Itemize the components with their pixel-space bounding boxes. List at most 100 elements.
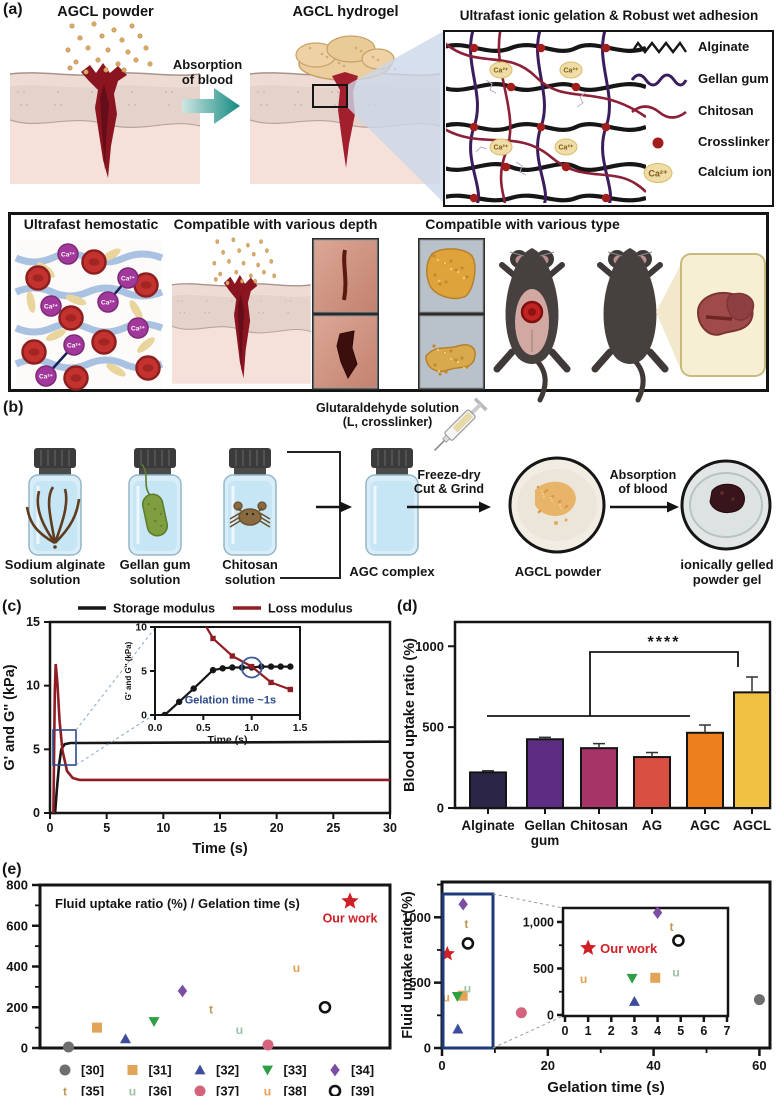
absorption-step-label: Absorption of blood — [609, 468, 677, 497]
panel-a-top-illustration: Ca²⁺ Ca²⁺ Ca²⁺ Ca²⁺ Ca²⁺ — [9, 21, 688, 203]
svg-text:Ca²⁺: Ca²⁺ — [121, 276, 135, 283]
svg-text:0: 0 — [562, 1024, 569, 1038]
svg-text:[36]: [36] — [149, 1084, 172, 1096]
svg-text:Fluid uptake ratio (%) / Gelat: Fluid uptake ratio (%) / Gelation time (… — [55, 896, 300, 911]
svg-text:[31]: [31] — [149, 1063, 172, 1078]
svg-text:0.0: 0.0 — [148, 722, 163, 734]
svg-text:10: 10 — [26, 679, 40, 693]
mechanism-box — [443, 30, 774, 207]
svg-text:400: 400 — [6, 959, 28, 974]
svg-text:[38]: [38] — [284, 1084, 307, 1096]
svg-text:0: 0 — [424, 1041, 431, 1056]
rheology-chart: 0 5 10 15 20 25 30 0 5 10 15 Time (s) G' and G'' (kP… — [2, 602, 397, 858]
svg-text:u: u — [264, 1084, 271, 1096]
panel-b-label: (b) — [3, 399, 24, 416]
svg-text:Alginate: Alginate — [461, 818, 515, 833]
type-title: Compatible with various type — [425, 216, 620, 232]
svg-text:G' and G'' (kPa): G' and G'' (kPa) — [2, 664, 18, 770]
svg-text:Loss modulus: Loss modulus — [268, 602, 353, 616]
svg-text:u: u — [672, 966, 679, 980]
svg-text:30: 30 — [383, 821, 397, 835]
svg-text:7: 7 — [724, 1024, 731, 1038]
svg-text:[30]: [30] — [81, 1063, 104, 1078]
hemostatic-title: Ultrafast hemostatic — [23, 216, 159, 232]
svg-text:t: t — [669, 920, 673, 934]
svg-text:25: 25 — [326, 821, 340, 835]
svg-text:****: **** — [648, 634, 681, 651]
features-box — [8, 212, 769, 392]
svg-text:Ca²⁺: Ca²⁺ — [44, 304, 58, 311]
svg-text:AGCL: AGCL — [733, 818, 771, 833]
svg-text:500: 500 — [409, 975, 431, 990]
absorption-arrow-label: Absorption of blood — [172, 57, 243, 87]
panel-b-illustration — [25, 397, 772, 579]
svg-text:Ca²⁺: Ca²⁺ — [39, 374, 53, 381]
svg-text:Our work: Our work — [323, 911, 378, 925]
svg-text:Fluid uptake ratio (%): Fluid uptake ratio (%) — [400, 891, 416, 1039]
svg-text:Ca²⁺: Ca²⁺ — [101, 300, 115, 307]
svg-text:u: u — [293, 961, 300, 975]
ratio-strip-chart: 0 200 400 600 800 Fluid uptake ratio (%) / Ge… — [6, 878, 392, 1096]
legend-chitosan-label: Chitosan — [698, 103, 754, 118]
legend-alginate-label: Alginate — [698, 39, 750, 54]
svg-text:1.0: 1.0 — [244, 722, 259, 734]
svg-text:t: t — [209, 1003, 213, 1017]
svg-text:2: 2 — [608, 1024, 615, 1038]
svg-text:0: 0 — [141, 710, 147, 722]
gellan-vial-label: Gellan gum solution — [119, 557, 191, 587]
svg-text:15: 15 — [213, 821, 227, 835]
svg-text:[32]: [32] — [216, 1063, 239, 1078]
svg-text:1000: 1000 — [415, 639, 444, 654]
svg-text:Ca²⁺: Ca²⁺ — [67, 343, 81, 350]
svg-text:500: 500 — [533, 962, 554, 976]
svg-text:20: 20 — [541, 1058, 555, 1073]
svg-text:Time (s): Time (s) — [207, 734, 247, 746]
svg-text:5: 5 — [677, 1024, 684, 1038]
powder-gel-label: ionically gelled powder gel — [680, 557, 774, 587]
svg-text:u: u — [129, 1084, 136, 1096]
svg-text:10: 10 — [156, 821, 170, 835]
svg-text:Ca²⁺: Ca²⁺ — [648, 169, 668, 179]
svg-text:600: 600 — [6, 918, 28, 933]
svg-text:[34]: [34] — [351, 1063, 374, 1078]
svg-text:Ca²⁺: Ca²⁺ — [559, 145, 574, 152]
svg-text:3: 3 — [631, 1024, 638, 1038]
svg-text:200: 200 — [6, 1000, 28, 1015]
svg-text:1,000: 1,000 — [523, 915, 554, 929]
svg-text:Chitosan: Chitosan — [570, 818, 628, 833]
svg-text:u: u — [580, 972, 587, 986]
glutaraldehyde-label: Glutaraldehyde solution (L, crosslinker) — [315, 401, 460, 430]
svg-text:[37]: [37] — [216, 1084, 239, 1096]
depth-title: Compatible with various depth — [173, 216, 378, 232]
hydrogel-title: AGCL hydrogel — [292, 4, 399, 20]
svg-text:0.5: 0.5 — [196, 722, 211, 734]
svg-text:u: u — [236, 1023, 243, 1037]
panel-d-label: (d) — [397, 598, 418, 615]
svg-text:gum: gum — [531, 833, 560, 848]
svg-text:10: 10 — [135, 622, 147, 634]
svg-text:Gellan: Gellan — [524, 818, 565, 833]
svg-text:0: 0 — [33, 806, 40, 820]
svg-text:t: t — [464, 917, 468, 931]
svg-text:0: 0 — [47, 821, 54, 835]
panel-c-label: (c) — [2, 598, 22, 615]
panel-a-label: (a) — [3, 1, 23, 18]
svg-text:20: 20 — [270, 821, 284, 835]
svg-text:Gelation time (s): Gelation time (s) — [547, 1079, 665, 1096]
svg-text:500: 500 — [422, 720, 444, 735]
svg-text:u: u — [443, 990, 450, 1004]
svg-text:[39]: [39] — [351, 1084, 374, 1096]
panel-e-label: (e) — [2, 861, 22, 878]
svg-text:Ca²⁺: Ca²⁺ — [494, 68, 509, 75]
svg-text:Ca²⁺: Ca²⁺ — [61, 252, 75, 259]
legend-calcium-label: Calcium ion — [698, 164, 772, 179]
svg-text:AG: AG — [642, 818, 662, 833]
svg-text:Ca²⁺: Ca²⁺ — [564, 68, 579, 75]
svg-text:Ca²⁺: Ca²⁺ — [494, 145, 509, 152]
svg-text:1.5: 1.5 — [293, 722, 308, 734]
agc-complex-label: AGC complex — [349, 564, 435, 579]
svg-text:0: 0 — [21, 1041, 28, 1056]
svg-text:[33]: [33] — [284, 1063, 307, 1078]
